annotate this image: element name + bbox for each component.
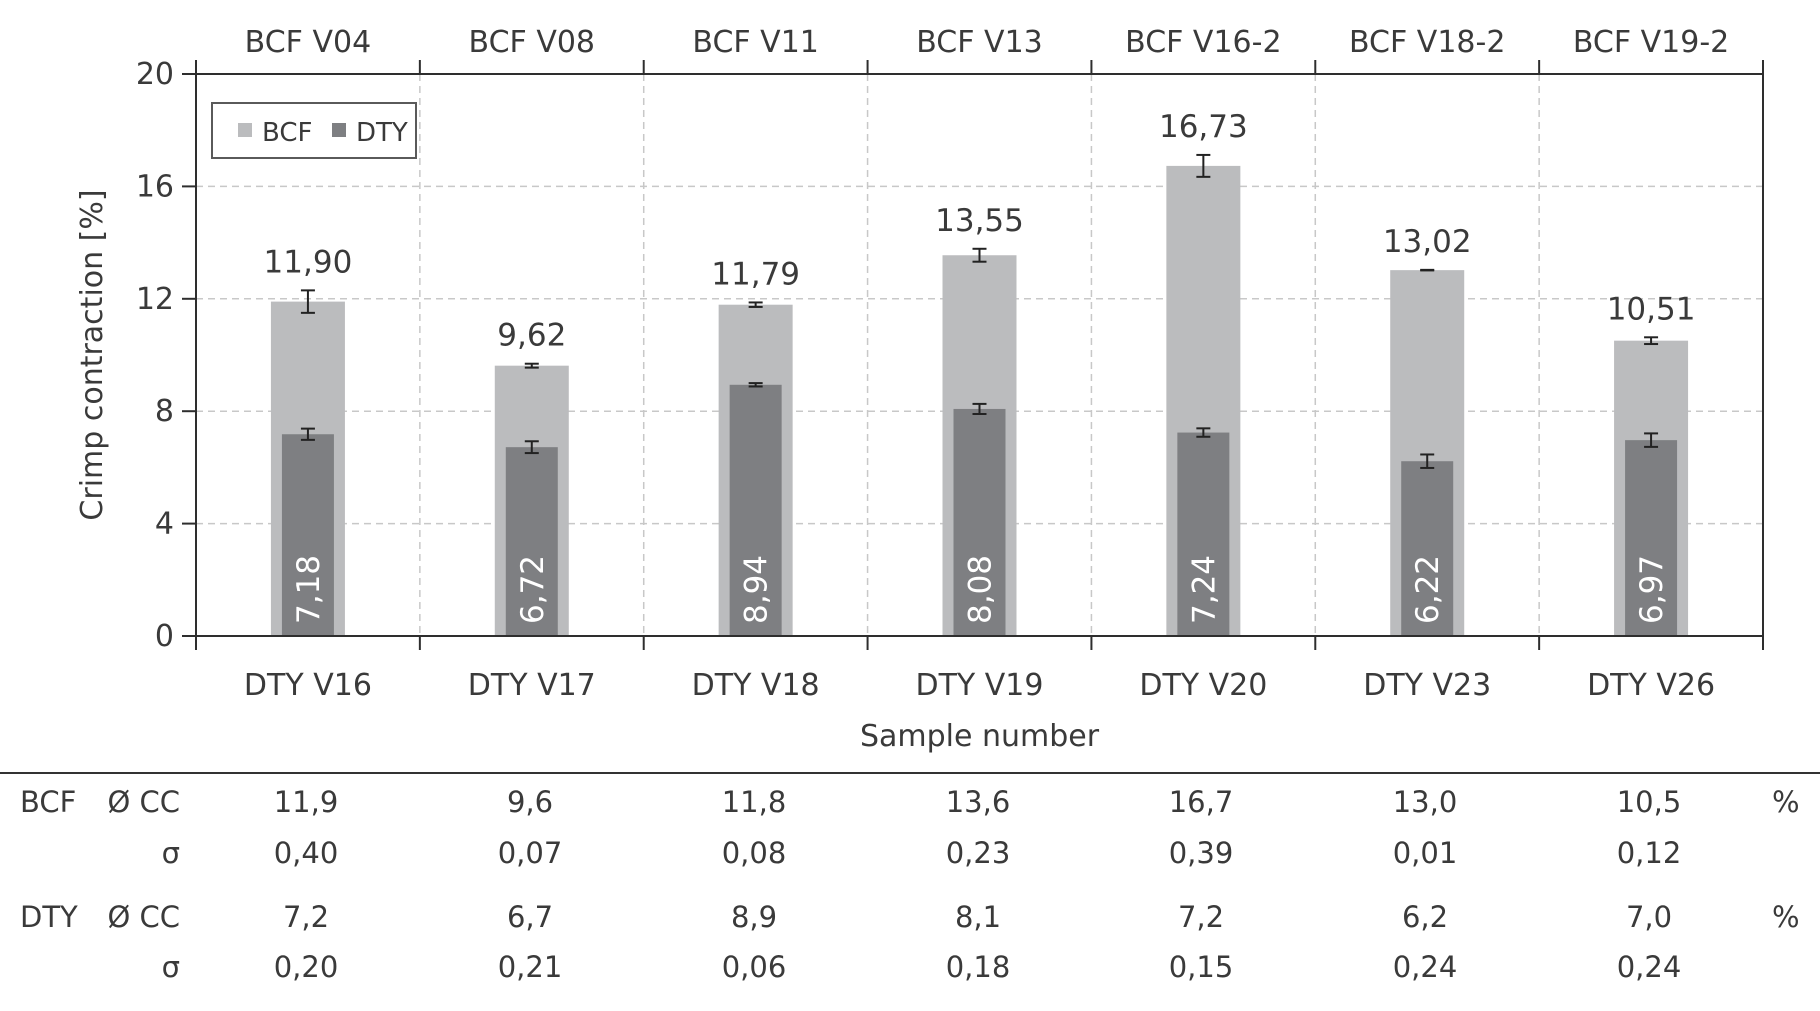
top-category-label: BCF V16-2 [1125, 25, 1281, 60]
bar-dty [729, 384, 782, 636]
table-cell: 0,40 [273, 836, 339, 870]
legend-swatch-bcf [238, 123, 252, 137]
bottom-category-label: DTY V20 [1139, 668, 1267, 703]
table-cell: 6,7 [506, 900, 554, 934]
table-cell: 0,23 [945, 836, 1011, 870]
table-cell: 8,9 [730, 900, 778, 934]
top-category-label: BCF V18-2 [1349, 25, 1505, 60]
legend: BCF DTY [211, 102, 417, 159]
bcf-value-label: 9,62 [497, 318, 566, 354]
table-cell: 0,20 [273, 950, 339, 984]
table-cell: 0,39 [1168, 836, 1234, 870]
dty-value-label: 8,08 [963, 555, 999, 624]
table-stat-label: Ø CC [107, 900, 180, 934]
top-category-label: BCF V04 [245, 25, 372, 60]
dty-value-label: 6,22 [1410, 555, 1446, 624]
y-axis-title: Crimp contraction [%] [75, 189, 110, 520]
bar-dty [281, 434, 334, 636]
table-cell: 7,2 [282, 900, 330, 934]
top-category-label: BCF V13 [916, 25, 1043, 60]
bcf-value-label: 13,55 [935, 203, 1024, 239]
bottom-category-label: DTY V16 [244, 668, 372, 703]
table-cell: 11,8 [721, 785, 787, 819]
dty-value-label: 8,94 [739, 555, 775, 624]
table-unit: % [1772, 785, 1800, 819]
y-tick-label: 16 [136, 169, 174, 204]
table-cell: 0,08 [721, 836, 787, 870]
labels-layer: 0 4 8 12 16 20 11,90 7,18 BCF V04 DTY V16 9,62 6,72… [75, 25, 1729, 754]
bars-layer [270, 153, 1689, 636]
table-cell: 9,6 [506, 785, 554, 819]
table-cell: 0,01 [1392, 836, 1458, 870]
y-tick-label: 12 [136, 282, 174, 317]
legend-swatch-dty [332, 123, 346, 137]
dty-value-label: 7,18 [291, 555, 327, 624]
bar-dty [505, 447, 558, 636]
table-stat-label: σ [161, 950, 180, 984]
bottom-category-label: DTY V23 [1363, 668, 1491, 703]
bar-dty [1401, 461, 1454, 636]
table-cell: 0,15 [1168, 950, 1234, 984]
table-cell: 0,06 [721, 950, 787, 984]
y-tick-label: 4 [155, 507, 174, 542]
axes-layer [182, 60, 1764, 650]
bar-dty [1625, 440, 1678, 636]
statistics-table: BCF Ø CC 11,9 9,6 11,8 13,6 16,7 13,0 10,5% σ 0,40… [0, 772, 1820, 1011]
bar-dty [953, 408, 1006, 636]
table-cell: 6,2 [1401, 900, 1449, 934]
table-divider [0, 772, 1820, 774]
table-unit: % [1772, 900, 1800, 934]
table-group-label: DTY [20, 900, 78, 934]
table-cell: 8,1 [954, 900, 1002, 934]
table-cell: 7,2 [1177, 900, 1225, 934]
table-cell: 0,18 [945, 950, 1011, 984]
bottom-category-label: DTY V17 [468, 668, 596, 703]
legend-label-bcf: BCF [262, 118, 313, 148]
bcf-value-label: 10,51 [1607, 291, 1696, 327]
chart-svg: 0 4 8 12 16 20 11,90 7,18 BCF V04 DTY V16 9,62 6,72… [75, 25, 1764, 754]
table-cell: 10,5 [1616, 785, 1682, 819]
y-tick-label: 20 [136, 57, 174, 92]
bar-dty [1177, 432, 1230, 636]
table-cell: 11,9 [273, 785, 339, 819]
dty-value-label: 6,97 [1634, 555, 1670, 624]
bcf-value-label: 16,73 [1159, 109, 1248, 145]
x-axis-title: Sample number [860, 719, 1100, 754]
y-tick-label: 8 [155, 394, 174, 429]
table-stat-label: Ø CC [107, 785, 180, 819]
top-category-label: BCF V11 [692, 25, 819, 60]
top-category-label: BCF V19-2 [1573, 25, 1729, 60]
table-cell: 0,12 [1616, 836, 1682, 870]
dty-value-label: 7,24 [1186, 555, 1222, 624]
table-cell: 16,7 [1168, 785, 1234, 819]
bottom-category-label: DTY V18 [692, 668, 820, 703]
bottom-category-label: DTY V19 [916, 668, 1044, 703]
bottom-category-label: DTY V26 [1587, 668, 1715, 703]
dty-value-label: 6,72 [515, 555, 551, 624]
table-cell: 0,21 [497, 950, 563, 984]
table-cell: 13,0 [1392, 785, 1458, 819]
table-cell: 0,24 [1392, 950, 1458, 984]
legend-label-dty: DTY [356, 118, 408, 148]
table-stat-label: σ [161, 836, 180, 870]
table-cell: 13,6 [945, 785, 1011, 819]
table-cell: 0,24 [1616, 950, 1682, 984]
bcf-value-label: 11,79 [711, 256, 800, 292]
bcf-value-label: 11,90 [264, 244, 353, 280]
bcf-value-label: 13,02 [1383, 224, 1472, 260]
table-cell: 7,0 [1625, 900, 1673, 934]
top-category-label: BCF V08 [469, 25, 596, 60]
plot-frame [195, 73, 1764, 637]
table-cell: 0,07 [497, 836, 563, 870]
table-group-label: BCF [20, 785, 77, 819]
y-tick-label: 0 [155, 619, 174, 654]
